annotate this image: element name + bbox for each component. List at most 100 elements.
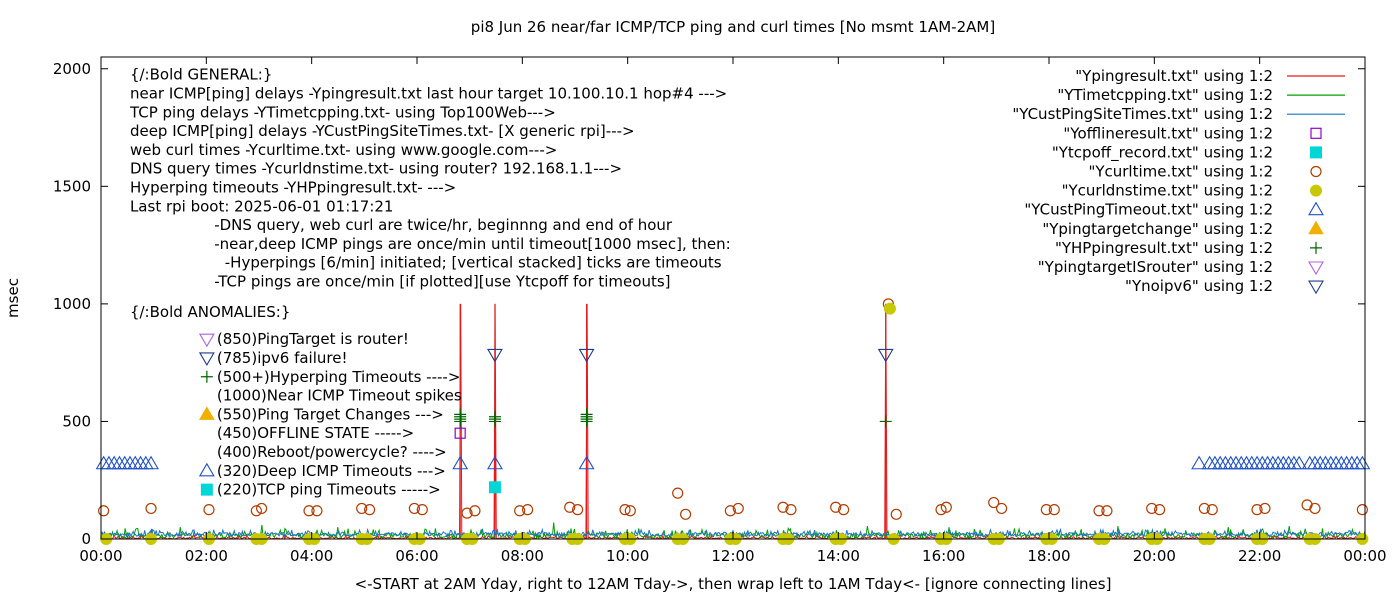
data-point-5-15 <box>564 501 576 513</box>
y-tick-label-2: 1000 <box>53 295 91 313</box>
legend-label-11: "Ynoipv6" using 1:2 <box>1125 277 1273 295</box>
x-axis-label: <-START at 2AM Yday, right to 12AM Tday-… <box>355 575 1112 593</box>
legend-label-5: "Ycurltime.txt" using 1:2 <box>1088 163 1273 181</box>
annotation-15: (500+)Hyperping Timeouts ----> <box>217 368 461 386</box>
series-9 <box>454 408 892 428</box>
legend-swatch-4 <box>1310 146 1322 159</box>
data-point-9-6 <box>488 410 501 423</box>
data-point-5-33 <box>1040 504 1052 516</box>
data-point-5-10 <box>416 504 428 516</box>
annotation-2: TCP ping delays -YTimetcpping.txt- using… <box>129 103 556 121</box>
data-point-7-9 <box>143 455 159 470</box>
legend-label-8: "Ypingtargetchange" using 1:2 <box>1042 220 1273 238</box>
annotation-6: Hyperping timeouts -YHPpingresult.txt- -… <box>130 178 456 196</box>
data-point-6-27 <box>883 302 896 315</box>
annotation-marker-21 <box>200 483 213 496</box>
annotation-3: deep ICMP[ping] delays -YCustPingSiteTim… <box>130 122 635 140</box>
y-axis-label: msec <box>4 278 22 318</box>
data-point-7-42 <box>1354 455 1371 470</box>
data-point-5-3 <box>250 505 262 517</box>
x-tick-label-3: 06:00 <box>395 547 438 565</box>
data-point-5-4 <box>256 502 268 515</box>
series-11 <box>486 348 894 363</box>
x-tick-label-10: 20:00 <box>1133 547 1176 565</box>
x-tick-label-5: 10:00 <box>606 547 649 565</box>
legend-swatch-7 <box>1308 201 1324 216</box>
x-tick-label-0: 00:00 <box>79 547 122 565</box>
data-point-7-13 <box>1191 455 1208 470</box>
annotation-marker-17 <box>198 406 215 420</box>
x-tick-label-1: 02:00 <box>185 547 228 565</box>
annotation-21: (220)TCP ping Timeouts -----> <box>217 481 441 499</box>
series-3 <box>454 427 466 439</box>
data-point-7-31 <box>1291 455 1308 470</box>
data-point-5-12 <box>469 505 481 517</box>
x-tick-label-7: 14:00 <box>817 547 860 565</box>
legend-label-10: "YpingtargetISrouter" using 1:2 <box>1038 258 1273 276</box>
data-point-5-7 <box>356 502 368 515</box>
data-point-5-25 <box>830 501 842 513</box>
annotation-17: (550)Ping Target Changes ---> <box>217 405 444 423</box>
y-tick-label-3: 1500 <box>53 177 91 195</box>
legend-label-2: "YCustPingSiteTimes.txt" using 1:2 <box>1012 105 1273 123</box>
annotation-13: (850)PingTarget is router! <box>217 330 409 348</box>
annotation-marker-15 <box>200 370 213 383</box>
legend-swatch-11 <box>1308 280 1324 295</box>
data-point-5-24 <box>785 504 797 516</box>
legend-label-3: "Yofflineresult.txt" using 1:2 <box>1063 124 1273 142</box>
data-point-5-21 <box>724 505 736 517</box>
annotation-19: (400)Reboot/powercycle? ----> <box>217 443 447 461</box>
annotation-4: web curl times -Ycurltime.txt- using www… <box>130 141 557 159</box>
data-point-5-28 <box>890 508 902 520</box>
series-4 <box>488 481 501 494</box>
data-point-5-6 <box>311 505 323 517</box>
data-point-5-41 <box>1251 504 1263 516</box>
annotation-12: {/:Bold ANOMALIES:} <box>130 303 290 321</box>
legend-label-4: "Ytcpoff_record.txt" using 1:2 <box>1052 143 1273 162</box>
chart-title: pi8 Jun 26 near/far ICMP/TCP ping and cu… <box>471 18 995 36</box>
data-point-5-39 <box>1198 502 1210 515</box>
data-point-5-34 <box>1048 504 1060 516</box>
legend-label-6: "Ycurldnstime.txt" using 1:2 <box>1062 182 1273 200</box>
annotation-marker-14 <box>198 352 215 367</box>
axes: 00:00 02:00 04:00 06:00 08:00 10:00 12:00 14:00… <box>53 57 1387 565</box>
data-point-9-10 <box>580 408 593 421</box>
annotation-1: near ICMP[ping] delays -Ypingresult.txt … <box>130 84 727 102</box>
data-point-11-2 <box>877 348 894 363</box>
annotation-marker-20 <box>198 462 215 477</box>
data-point-11-0 <box>486 348 503 363</box>
data-point-5-23 <box>777 501 789 513</box>
legend-swatch-8 <box>1308 220 1324 235</box>
annotation-16: (1000)Near ICMP Timeout spikes <box>217 387 462 405</box>
legend-label-1: "YTimetcpping.txt" using 1:2 <box>1057 86 1273 104</box>
data-point-7-11 <box>486 455 503 470</box>
data-point-5-32 <box>995 502 1008 515</box>
data-point-5-2 <box>203 504 215 516</box>
legend-swatch-3 <box>1310 127 1322 139</box>
series-5 <box>98 298 1368 520</box>
data-point-5-19 <box>672 487 684 499</box>
annotation-0: {/:Bold GENERAL:} <box>130 66 272 84</box>
data-point-5-42 <box>1259 502 1271 515</box>
data-point-5-37 <box>1146 502 1158 515</box>
y-tick-label-4: 2000 <box>53 60 91 78</box>
data-point-5-9 <box>408 502 420 515</box>
data-point-5-1 <box>145 502 157 515</box>
annotation-14: (785)ipv6 failure! <box>217 349 348 367</box>
data-point-3-0 <box>454 427 466 439</box>
data-point-5-38 <box>1153 504 1166 516</box>
data-point-5-36 <box>1101 505 1113 517</box>
legend-swatch-9 <box>1310 241 1322 254</box>
y-tick-label-0: 0 <box>81 530 91 548</box>
y-tick-label-1: 500 <box>62 412 91 430</box>
data-point-5-8 <box>364 504 376 516</box>
data-point-5-40 <box>1206 504 1218 516</box>
legend-swatch-5 <box>1310 165 1322 178</box>
data-point-5-5 <box>303 505 315 517</box>
data-point-11-1 <box>578 348 595 363</box>
data-point-5-11 <box>461 507 473 519</box>
x-tick-label-11: 22:00 <box>1238 547 1281 565</box>
data-point-5-18 <box>624 505 636 517</box>
annotation-7: Last rpi boot: 2025-06-01 01:17:21 <box>130 197 394 215</box>
legend-swatch-10 <box>1308 261 1324 276</box>
